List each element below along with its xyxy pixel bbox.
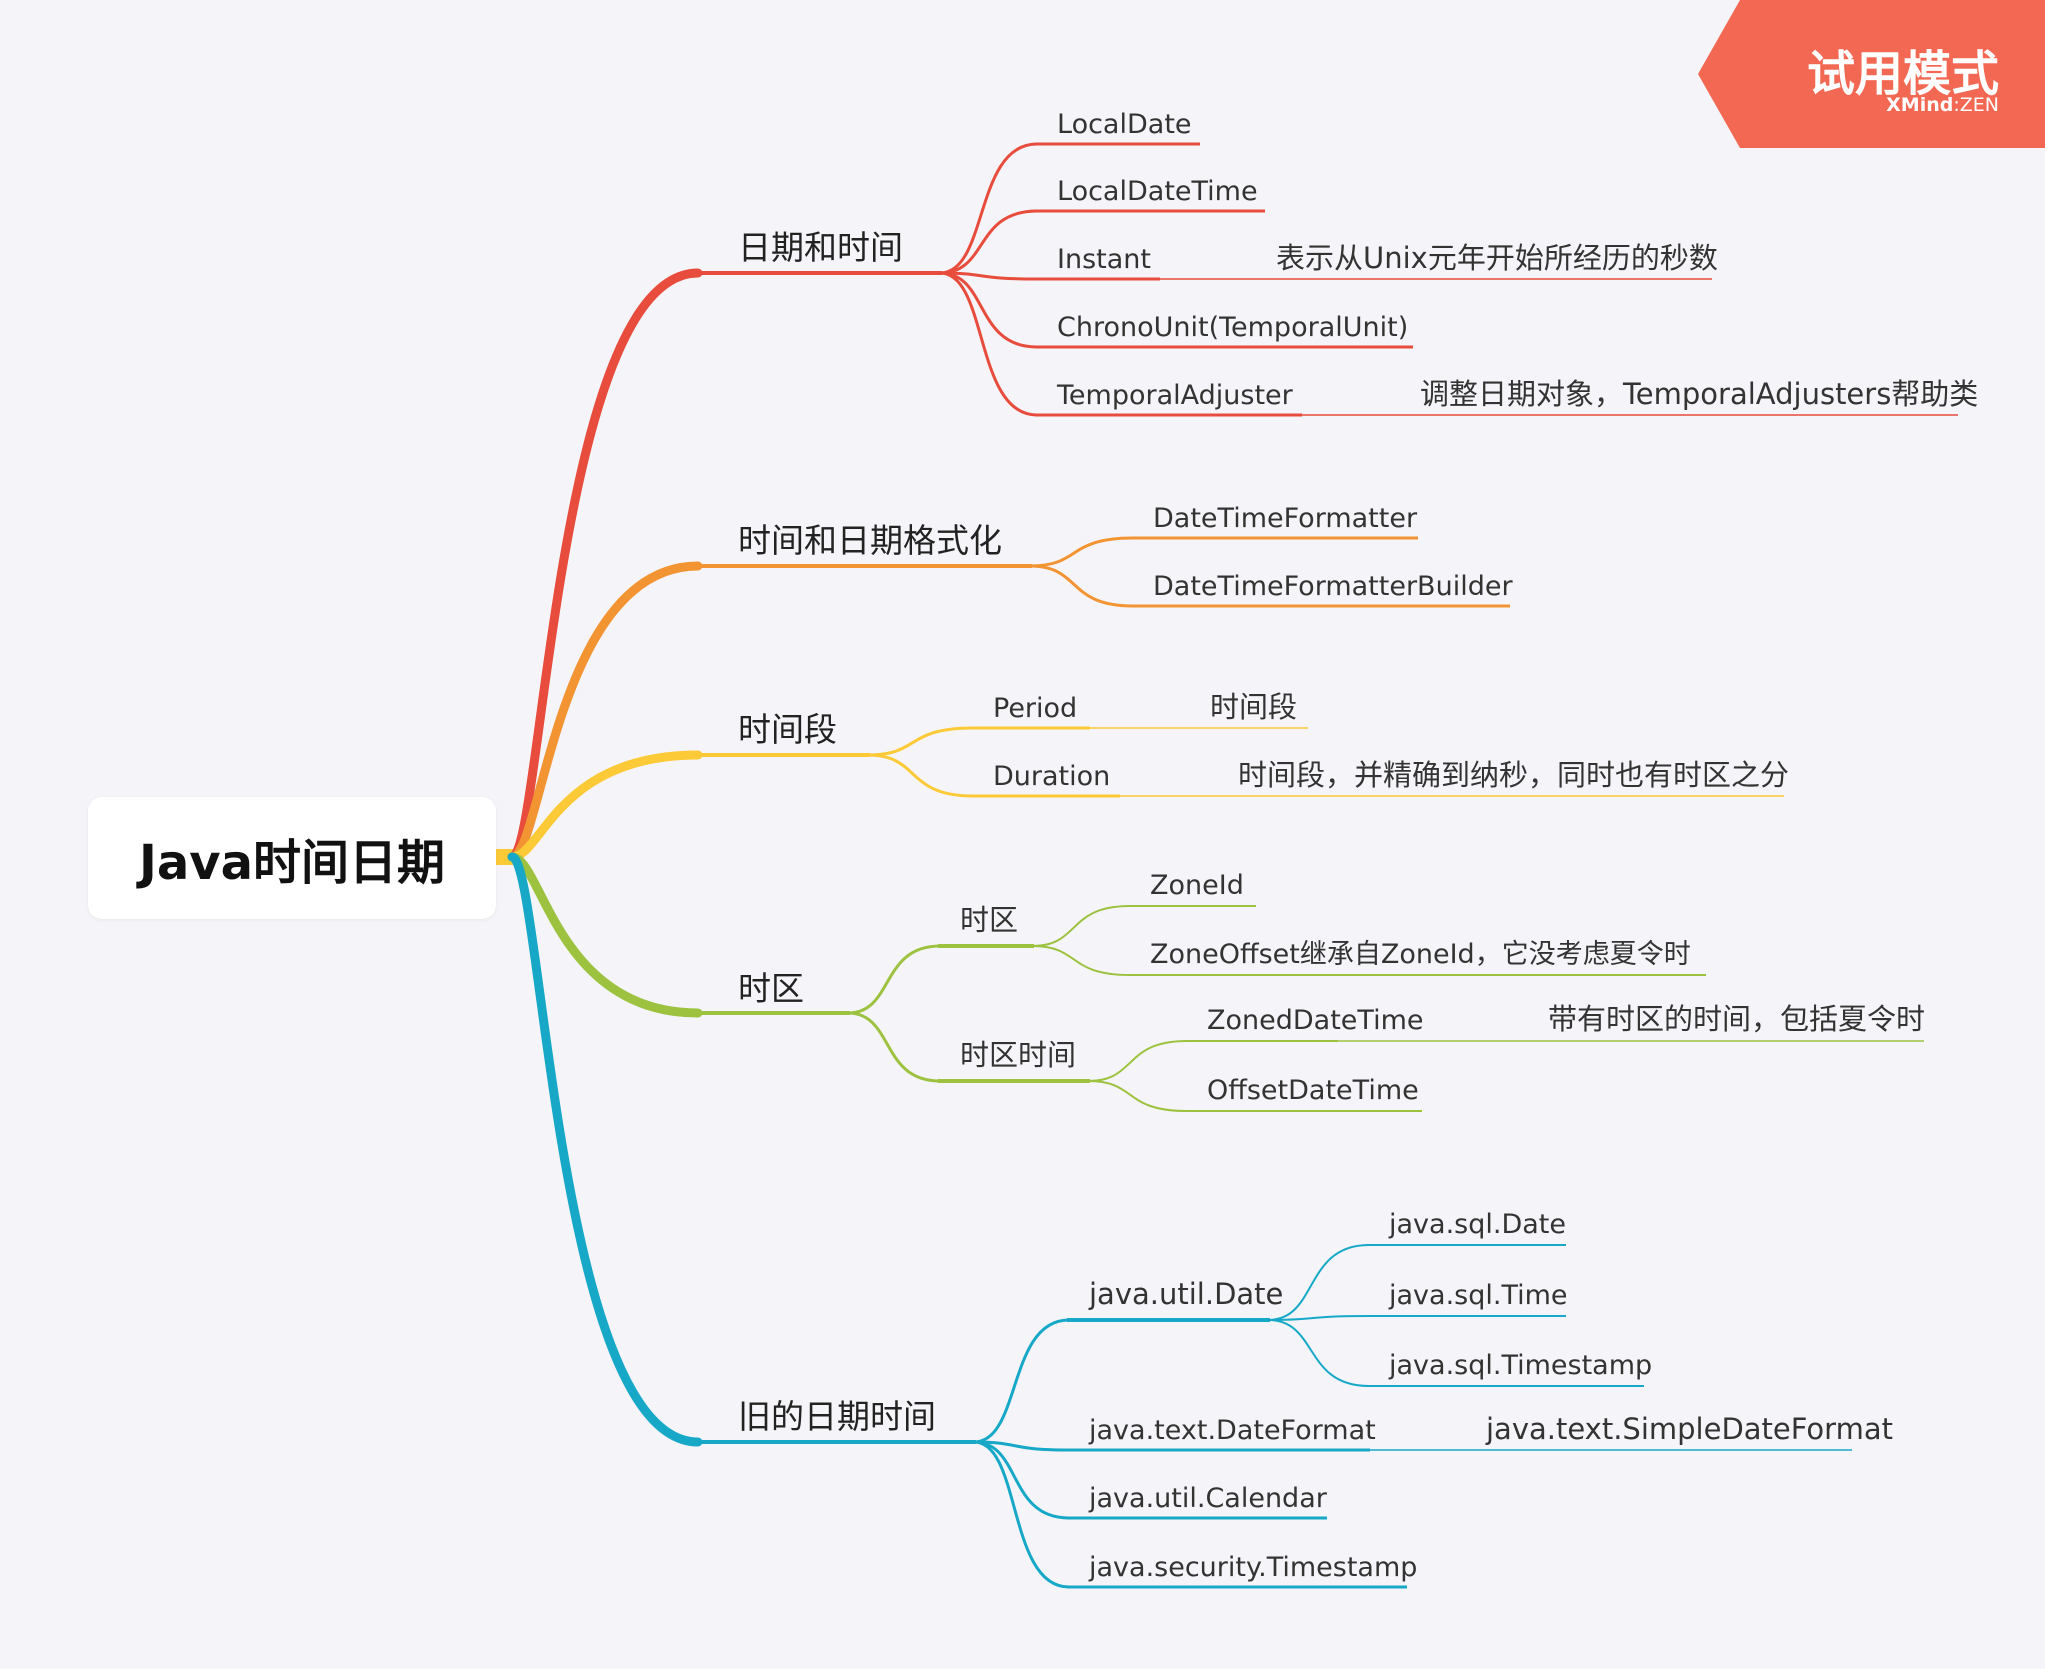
subtopic[interactable]: Instant	[1057, 244, 1151, 275]
leaf-topic[interactable]: java.sql.Date	[1389, 1209, 1566, 1240]
branch-topic[interactable]: 时区	[738, 969, 804, 1008]
subtopic-connector	[938, 209, 1039, 275]
branch-connector	[507, 268, 703, 862]
subtopic-connector	[1028, 536, 1135, 568]
subtopic-connector	[972, 1318, 1071, 1444]
leaf-connector	[1267, 1319, 1370, 1387]
subtopic[interactable]: DateTimeFormatterBuilder	[1153, 571, 1513, 602]
leaf-connector	[1031, 905, 1131, 947]
root-title: Java时间日期	[139, 835, 445, 891]
subtopic-connector	[972, 1440, 1071, 1589]
subtopic-connector	[846, 1011, 942, 1083]
subtopic[interactable]: ChronoUnit(TemporalUnit)	[1057, 312, 1409, 343]
note-topic[interactable]: 时间段	[1210, 690, 1298, 724]
note-topic[interactable]: java.text.SimpleDateFormat	[1486, 1412, 1893, 1446]
subtopic-connector	[938, 271, 1039, 281]
subtopic-connector	[866, 726, 975, 757]
subtopic[interactable]: Duration	[993, 761, 1111, 792]
leaf-topic[interactable]: ZoneId	[1150, 870, 1244, 901]
subtopic[interactable]: TemporalAdjuster	[1057, 380, 1293, 411]
leaf-connector	[1267, 1244, 1370, 1321]
branch-topic[interactable]: 日期和时间	[738, 228, 903, 267]
badge-brand: XMind:ZEN	[1886, 94, 1999, 116]
root-topic[interactable]: Java时间日期	[88, 797, 496, 919]
subtopic[interactable]: LocalDate	[1057, 109, 1192, 140]
subtopic[interactable]: LocalDateTime	[1057, 176, 1258, 207]
leaf-topic[interactable]: java.sql.Timestamp	[1389, 1350, 1653, 1381]
badge-shape	[1698, 0, 2045, 148]
subtopic[interactable]: 时区时间	[960, 1038, 1077, 1072]
branch-connector	[507, 561, 703, 862]
leaf-topic[interactable]: ZonedDateTime	[1207, 1005, 1424, 1036]
leaf-topic[interactable]: ZoneOffset继承自ZoneId，它没考虑夏令时	[1150, 939, 1691, 970]
subtopic-connector	[938, 271, 1039, 417]
subtopic[interactable]: DateTimeFormatter	[1153, 503, 1418, 534]
leaf-connector	[1087, 1040, 1188, 1082]
note-topic[interactable]: 表示从Unix元年开始所经历的秒数	[1276, 241, 1718, 275]
branch-connector	[507, 852, 703, 1447]
subtopic[interactable]: Period	[993, 693, 1078, 724]
subtopic-connector	[938, 142, 1039, 275]
note-topic[interactable]: 带有时区的时间，包括夏令时	[1548, 1002, 1926, 1036]
subtopic[interactable]: java.text.DateFormat	[1089, 1415, 1376, 1446]
subtopic-connector	[846, 944, 942, 1015]
leaf-connector	[1267, 1315, 1370, 1321]
branch-topic[interactable]: 旧的日期时间	[738, 1397, 936, 1436]
subtopic-connector	[866, 753, 975, 798]
branch-topic[interactable]: 时间和日期格式化	[738, 521, 1002, 560]
subtopic-connector	[938, 271, 1039, 349]
subtopic[interactable]: java.util.Calendar	[1089, 1483, 1327, 1514]
branch-connector	[507, 750, 703, 862]
subtopic-connector	[1028, 564, 1135, 608]
leaf-connector	[1087, 1080, 1188, 1112]
subtopic[interactable]: 时区	[960, 903, 1019, 937]
subtopic-connector	[972, 1440, 1071, 1452]
note-topic[interactable]: 时间段，并精确到纳秒，同时也有时区之分	[1238, 758, 1790, 792]
badge-title: 试用模式	[1806, 46, 1999, 102]
subtopic[interactable]: java.security.Timestamp	[1089, 1552, 1418, 1583]
subtopic-connector	[972, 1440, 1071, 1520]
trial-mode-badge[interactable]: 试用模式 XMind:ZEN	[1698, 0, 2045, 148]
leaf-connector	[1031, 945, 1131, 976]
note-topic[interactable]: 调整日期对象，TemporalAdjusters帮助类	[1420, 377, 1979, 411]
leaf-topic[interactable]: java.sql.Time	[1389, 1280, 1568, 1311]
branch-connector	[507, 852, 703, 1018]
subtopic[interactable]: java.util.Date	[1089, 1277, 1284, 1311]
leaf-topic[interactable]: OffsetDateTime	[1207, 1075, 1419, 1106]
branch-topic[interactable]: 时间段	[738, 710, 837, 749]
